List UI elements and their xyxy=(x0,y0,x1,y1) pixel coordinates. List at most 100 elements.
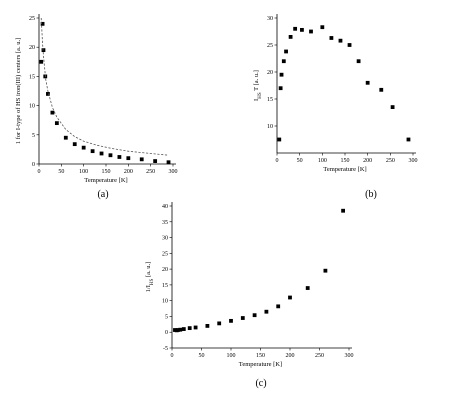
data-point xyxy=(252,313,257,318)
x-tick-label: 250 xyxy=(315,353,324,359)
data-point xyxy=(108,153,113,158)
chart-panel-1: 0 50 100 150 200 250 300 0 5 10 15 20 25 Temperature … xyxy=(15,14,178,200)
y-tick-label: 20 xyxy=(267,70,273,76)
y-tick-label: 35 xyxy=(162,220,168,226)
data-point xyxy=(300,27,304,32)
y-axis-label-part: 1/I xyxy=(145,285,152,292)
x-tick-label: 300 xyxy=(409,158,418,164)
data-point xyxy=(281,59,286,64)
y-tick-label: 10 xyxy=(162,299,168,305)
x-tick-label: 250 xyxy=(386,158,395,164)
data-point xyxy=(139,157,144,162)
data-point xyxy=(229,318,233,323)
y-axis-label-part: T [a. u.] xyxy=(253,70,260,92)
x-tick-label: 150 xyxy=(256,353,265,359)
x-tick-label: 0 xyxy=(171,353,174,359)
x-tick-label: 200 xyxy=(124,169,133,175)
data-point xyxy=(40,21,45,26)
y-tick-label: 5 xyxy=(165,314,168,320)
data-point xyxy=(356,59,361,64)
y-axis-label-part: 1 for I-type of HS iron(III) centers [a.… xyxy=(15,38,22,145)
y-tick-label: -5 xyxy=(163,346,168,352)
data-point xyxy=(181,327,186,331)
x-tick-label: 150 xyxy=(341,158,350,164)
data-point xyxy=(90,149,95,154)
y-axis-label-part: I xyxy=(253,99,260,101)
data-point xyxy=(320,25,325,30)
y-tick-label: 20 xyxy=(162,267,168,273)
data-point xyxy=(193,325,198,330)
data-point xyxy=(205,324,210,328)
y-axis-label-subscript: HS xyxy=(150,278,155,285)
x-tick-label: 250 xyxy=(146,169,155,175)
y-tick-label: 0 xyxy=(165,330,168,336)
data-point xyxy=(176,328,180,332)
y-tick-label: 10 xyxy=(267,124,273,130)
y-tick-label: 15 xyxy=(29,74,35,80)
panel-label: (b) xyxy=(365,189,377,200)
data-point xyxy=(41,48,46,53)
data-point xyxy=(288,295,292,300)
data-point xyxy=(341,208,345,213)
data-point xyxy=(390,105,395,109)
data-point xyxy=(81,145,86,150)
data-point xyxy=(293,26,298,31)
data-point xyxy=(406,137,411,142)
data-point xyxy=(365,80,370,85)
x-axis-label: Temperature [K] xyxy=(84,177,127,184)
x-tick-label: 200 xyxy=(363,158,372,164)
x-axis-label: Temperature [K] xyxy=(239,361,282,368)
data-point xyxy=(72,142,77,147)
y-tick-label: 20 xyxy=(29,45,35,51)
data-point xyxy=(166,160,171,165)
data-point xyxy=(153,159,158,163)
data-point xyxy=(276,304,281,309)
data-point xyxy=(309,29,313,34)
data-point xyxy=(50,110,55,115)
y-tick-label: 30 xyxy=(162,236,168,242)
y-axis-label-part: [a. u.] xyxy=(145,262,152,279)
data-point xyxy=(63,135,68,140)
y-axis-label: 1/IHS [a. u.] xyxy=(145,262,155,293)
chart-panel-3: 0 50 100 150 200 250 300-50510152025303540Temp… xyxy=(145,202,354,389)
x-tick-label: 0 xyxy=(276,158,279,164)
data-point xyxy=(126,156,131,161)
data-point xyxy=(240,316,245,320)
data-point xyxy=(264,309,269,314)
x-axis-label: Temperature [K] xyxy=(323,166,366,173)
data-point xyxy=(279,72,284,77)
data-point xyxy=(338,38,343,43)
data-point xyxy=(284,49,288,54)
data-point xyxy=(178,327,183,332)
y-axis-label: IHS T [a. u.] xyxy=(253,70,263,101)
y-tick-label: 0 xyxy=(32,162,35,168)
data-point xyxy=(46,92,50,96)
panel-label: (c) xyxy=(255,378,266,389)
panel-label: (a) xyxy=(97,189,108,200)
fit-curve xyxy=(40,17,169,156)
y-tick-label: 5 xyxy=(32,133,35,139)
y-tick-label: 30 xyxy=(267,16,273,22)
y-tick-label: 25 xyxy=(267,43,273,49)
x-tick-label: 50 xyxy=(199,353,205,359)
x-tick-label: 100 xyxy=(227,353,236,359)
data-point xyxy=(347,43,352,47)
y-tick-label: 15 xyxy=(267,97,273,103)
data-point xyxy=(278,86,283,91)
y-tick-label: 25 xyxy=(162,251,168,257)
x-tick-label: 0 xyxy=(38,169,41,175)
data-point xyxy=(39,59,44,64)
data-point xyxy=(99,151,104,156)
y-tick-label: 10 xyxy=(29,104,35,110)
data-point xyxy=(379,87,384,92)
y-tick-label: 25 xyxy=(29,16,35,22)
y-axis-label: 1 for I-type of HS iron(III) centers [a.… xyxy=(15,38,22,145)
x-tick-label: 150 xyxy=(102,169,111,175)
y-tick-label: 40 xyxy=(162,204,168,210)
x-tick-label: 100 xyxy=(318,158,327,164)
data-point xyxy=(117,155,122,159)
data-point xyxy=(305,286,310,290)
chart-panel-2: 0 50 100 150 200 250 300 10 15 20 25 30 Temperature … xyxy=(253,14,418,200)
y-tick-label: 15 xyxy=(162,283,168,289)
